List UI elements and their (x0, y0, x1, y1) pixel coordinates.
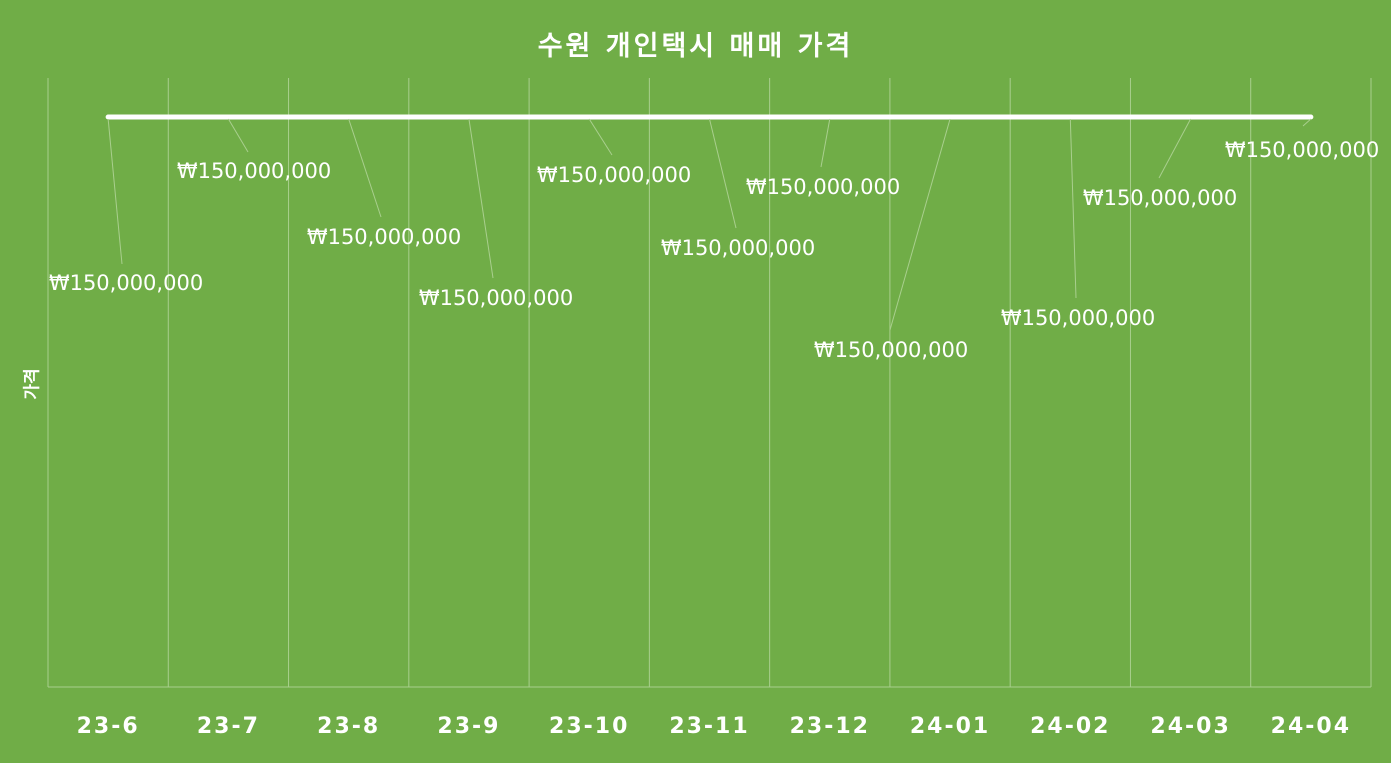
x-tick-label: 23-6 (77, 714, 140, 739)
data-label-leader (1302, 118, 1312, 127)
data-label-leader (348, 118, 382, 218)
data-label: ₩150,000,000 (419, 286, 573, 310)
data-label-leader (468, 118, 494, 279)
data-label-leader (820, 118, 831, 168)
x-tick-label: 23-8 (317, 714, 380, 739)
data-label: ₩150,000,000 (1225, 138, 1379, 162)
data-label-leader (1158, 118, 1192, 179)
data-label-leader (588, 118, 613, 156)
x-tick-label: 24-02 (1030, 714, 1110, 739)
data-label: ₩150,000,000 (177, 159, 331, 183)
x-tick-label: 24-04 (1271, 714, 1351, 739)
x-tick-label: 23-11 (669, 714, 749, 739)
data-label-leader (107, 118, 123, 265)
data-label: ₩150,000,000 (1083, 186, 1237, 210)
data-label: ₩150,000,000 (746, 175, 900, 199)
x-tick-label: 24-03 (1150, 714, 1230, 739)
x-tick-label: 23-10 (549, 714, 629, 739)
data-label-leader (709, 118, 737, 229)
x-tick-label: 23-12 (790, 714, 870, 739)
data-label-leader (1069, 118, 1077, 299)
data-label: ₩150,000,000 (661, 236, 815, 260)
data-label: ₩150,000,000 (1001, 306, 1155, 330)
x-tick-label: 24-01 (910, 714, 990, 739)
data-label: ₩150,000,000 (49, 271, 203, 295)
data-label-leader (889, 118, 951, 331)
data-label: ₩150,000,000 (307, 225, 461, 249)
data-label: ₩150,000,000 (537, 163, 691, 187)
x-tick-label: 23-7 (197, 714, 260, 739)
data-label: ₩150,000,000 (814, 338, 968, 362)
chart-title: 수원 개인택시 매매 가격 (537, 31, 854, 62)
x-tick-label: 23-9 (437, 714, 500, 739)
data-label-leader (227, 118, 249, 153)
